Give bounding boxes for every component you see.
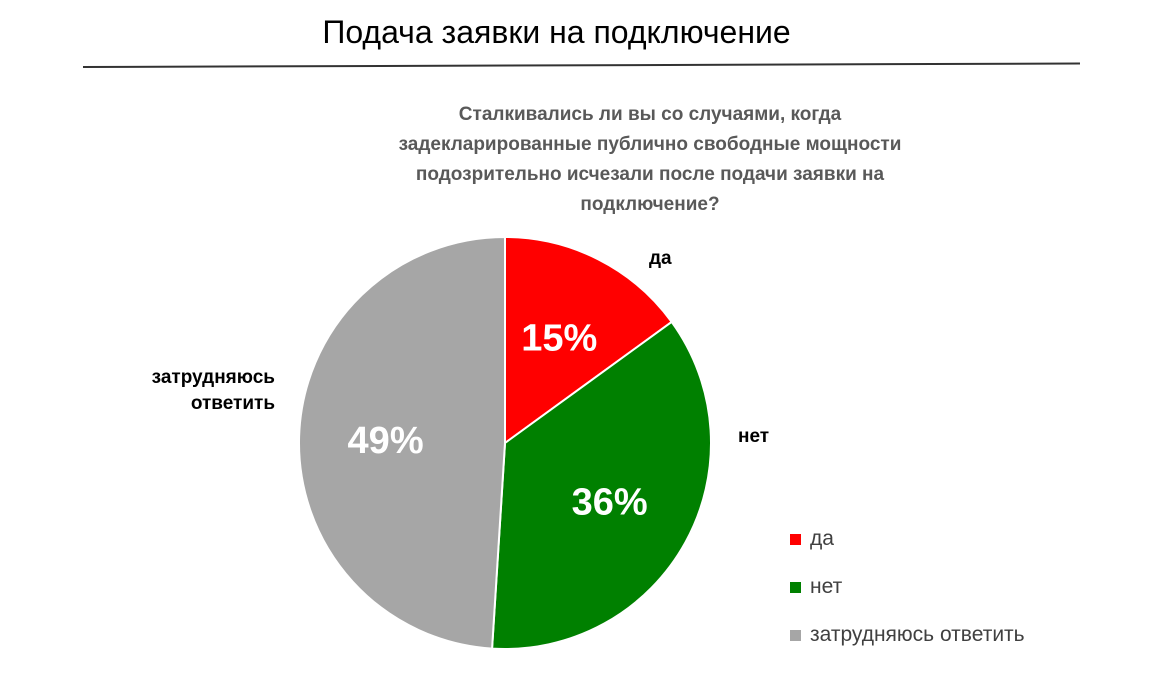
legend-swatch-zatrudnyayus xyxy=(790,629,801,641)
slice-label-zatrudnyayus: затрудняюсь ответить xyxy=(60,365,275,417)
legend-swatch-net xyxy=(790,581,801,593)
chart-title-line-4: подключение? xyxy=(580,194,720,215)
legend-item-net: нет xyxy=(790,563,1025,611)
chart-title-line-3: подозрительно исчезали после подачи заяв… xyxy=(415,164,885,185)
legend-swatch-da xyxy=(790,533,801,545)
pie-slice-da xyxy=(504,235,674,445)
chart-title: Сталкивались ли вы со случаями, когда за… xyxy=(300,100,1000,220)
pie-value-label-zatrudnyayus: 49% xyxy=(348,420,424,462)
chart-legend: да нет затрудняюсь ответить xyxy=(790,515,1025,659)
slice-label-net: нет xyxy=(738,426,770,447)
pie-value-label-net: 36% xyxy=(572,482,648,524)
page-title: Подача заявки на подключение xyxy=(322,14,791,50)
legend-item-zatrudnyayus: затрудняюсь ответить xyxy=(790,611,1025,659)
pie-slice-zatrudnyayus xyxy=(298,235,506,650)
slice-label-zatrudnyayus-line-1: затрудняюсь xyxy=(151,367,275,388)
pie-slice-net xyxy=(491,320,712,650)
legend-item-da: да xyxy=(790,515,1025,563)
chart-title-line-1: Сталкивались ли вы со случаями, когда xyxy=(458,104,842,125)
slice-label-zatrudnyayus-line-2: ответить xyxy=(190,393,275,414)
legend-label-zatrudnyayus: затрудняюсь ответить xyxy=(810,623,1025,646)
legend-label-net: нет xyxy=(810,575,843,598)
chart-title-line-2: задекларированные публично свободные мощ… xyxy=(398,134,902,155)
legend-label-da: да xyxy=(810,527,834,550)
pie-value-label-da: 15% xyxy=(521,318,597,360)
slice-label-da: да xyxy=(649,248,672,269)
